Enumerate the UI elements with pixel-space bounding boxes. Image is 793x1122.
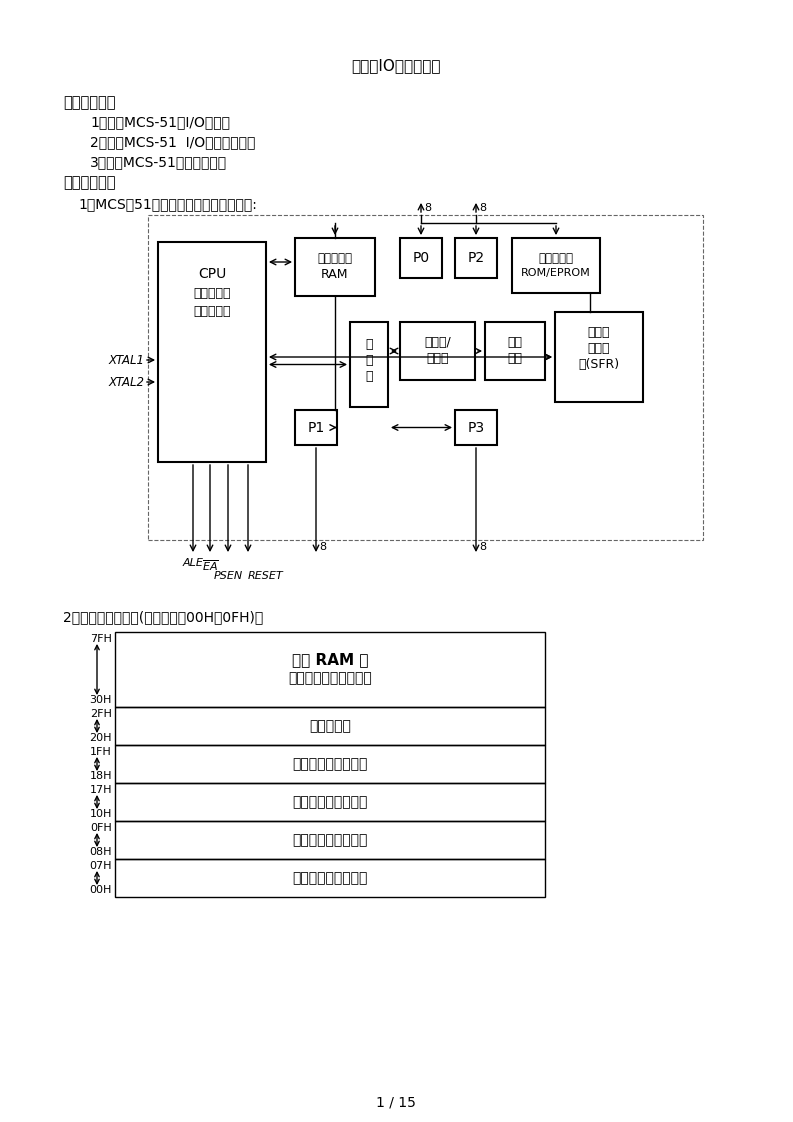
Text: RESET: RESET [248,571,284,581]
Text: 器(SFR): 器(SFR) [578,358,619,371]
Bar [400,322,475,380]
Bar [148,215,703,540]
Text: $\overline{EA}$: $\overline{EA}$ [201,558,218,572]
Text: （堆栈、数据缓冲区）: （堆栈、数据缓冲区） [288,671,372,686]
Text: 1FH: 1FH [90,747,112,757]
Text: 18H: 18H [90,771,112,781]
Text: P3: P3 [467,421,485,434]
Text: 定时器/: 定时器/ [424,335,451,349]
Text: 2、掌握MCS-51  I/O的使用方法；: 2、掌握MCS-51 I/O的使用方法； [90,135,255,149]
Text: 2FH: 2FH [90,709,112,719]
Text: 系统: 系统 [508,352,523,365]
Bar [115,745,545,783]
Text: 串: 串 [366,338,373,351]
Text: 8: 8 [424,203,431,213]
Text: 二、实验原理: 二、实验原理 [63,175,116,190]
Text: 一、实验目的: 一、实验目的 [63,95,116,110]
Text: 2、内部数据存储器(字节地址为00H～0FH)：: 2、内部数据存储器(字节地址为00H～0FH)： [63,610,263,624]
Text: 计数器: 计数器 [427,352,449,365]
Text: ALE: ALE [182,558,204,568]
Text: XTAL1: XTAL1 [108,353,144,367]
Text: XTAL2: XTAL2 [108,376,144,388]
Text: 0FH: 0FH [90,824,112,833]
Text: 可位寻址区: 可位寻址区 [309,719,351,733]
Text: ROM/EPROM: ROM/EPROM [521,268,591,278]
Text: 第３组工作寄存器区: 第３组工作寄存器区 [293,757,368,771]
Bar [350,322,388,407]
Text: 20H: 20H [90,733,112,743]
Text: 07H: 07H [90,861,112,871]
Text: 3、掌握MCS-51的中断机制。: 3、掌握MCS-51的中断机制。 [90,155,227,169]
Bar [455,238,497,278]
Text: RAM: RAM [321,268,349,280]
Text: 第０组工作寄存器区: 第０组工作寄存器区 [293,871,368,885]
Text: 数据存储器: 数据存储器 [317,252,353,265]
Text: 1、熟悉MCS-51的I/O结构；: 1、熟悉MCS-51的I/O结构； [90,114,230,129]
Bar [115,783,545,821]
Text: 8: 8 [479,542,486,552]
Text: 第１组工作寄存器区: 第１组工作寄存器区 [293,833,368,847]
Text: PSEN: PSEN [213,571,243,581]
Text: 特殊功: 特殊功 [588,327,611,339]
Text: 程序存储器: 程序存储器 [538,252,573,265]
Bar [512,238,600,293]
Text: 第２组工作寄存器区: 第２组工作寄存器区 [293,795,368,809]
Text: P1: P1 [308,421,324,434]
Bar [158,242,266,462]
Text: CPU: CPU [198,267,226,280]
Bar [555,312,643,402]
Text: 用户 RAM 区: 用户 RAM 区 [292,653,368,668]
Text: 能寄存: 能寄存 [588,342,611,355]
Bar [115,821,545,859]
Text: 单片机IO口控制实验: 单片机IO口控制实验 [351,58,441,73]
Text: 8: 8 [319,542,326,552]
Text: （运算器）: （运算器） [193,287,231,300]
Bar [400,238,442,278]
Text: （控制器）: （控制器） [193,305,231,318]
Bar [295,410,337,445]
Text: 1 / 15: 1 / 15 [376,1095,416,1109]
Text: 中断: 中断 [508,335,523,349]
Text: 10H: 10H [90,809,112,819]
Text: 30H: 30H [90,695,112,705]
Text: 7FH: 7FH [90,634,112,644]
Text: P0: P0 [412,251,430,265]
Text: 08H: 08H [90,847,112,857]
Bar [115,859,545,896]
Bar [115,707,545,745]
Text: 口: 口 [366,370,373,383]
Bar [455,410,497,445]
Text: 8: 8 [479,203,486,213]
Text: 行: 行 [366,355,373,367]
Text: P2: P2 [467,251,485,265]
Bar [295,238,375,296]
Text: 1、MCS－51单片机的硬件结构片内结构:: 1、MCS－51单片机的硬件结构片内结构: [78,197,257,211]
Text: 17H: 17H [90,785,112,795]
Bar [485,322,545,380]
Text: 00H: 00H [90,885,112,895]
Bar [115,632,545,707]
